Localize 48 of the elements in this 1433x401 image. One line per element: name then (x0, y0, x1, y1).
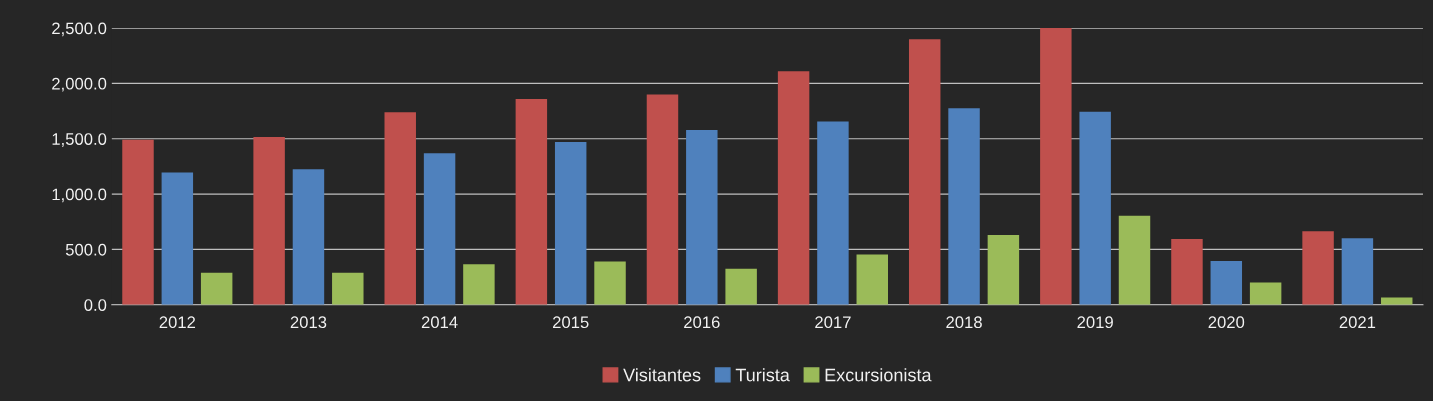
bar (200, 272, 233, 305)
bar (122, 139, 154, 305)
bar (463, 264, 495, 305)
x-tick-label: 2013 (290, 316, 327, 329)
bar (686, 129, 718, 305)
bar (554, 142, 587, 305)
y-tick-label: 500.0 (65, 243, 107, 256)
legend-label: Visitantes (623, 368, 701, 382)
bar (1040, 28, 1072, 305)
bar (948, 108, 980, 305)
bar (987, 235, 1020, 305)
bar (1249, 282, 1282, 305)
bar (292, 169, 325, 305)
bar (253, 137, 285, 305)
y-tick-label: 1,000.0 (52, 188, 107, 203)
x-tick-label: 2016 (684, 316, 720, 329)
bar (1302, 231, 1334, 305)
bar (161, 172, 194, 305)
bar (384, 112, 416, 305)
bar (856, 254, 888, 305)
y-tick-label: 1,500.0 (52, 133, 107, 147)
x-tick-label: 2012 (159, 316, 196, 329)
y-tick-label: 2,500.0 (52, 22, 107, 37)
bar (908, 39, 941, 305)
bar (1210, 261, 1243, 305)
legend-label: Turista (735, 368, 790, 382)
bar (777, 71, 810, 305)
y-tick-label: 2,000.0 (52, 77, 107, 92)
x-tick-label: 2019 (1077, 316, 1113, 329)
bar (725, 268, 757, 305)
legend-label: Excursionista (825, 368, 932, 382)
bar (817, 121, 849, 305)
x-tick-label: 2017 (815, 316, 851, 329)
y-tick-label: 0.0 (84, 299, 107, 311)
bar (1171, 238, 1203, 305)
bar (332, 272, 364, 305)
bar (1079, 111, 1111, 305)
bar (646, 94, 679, 305)
x-tick-label: 2021 (1339, 316, 1376, 329)
bar (423, 153, 456, 305)
bar (1118, 215, 1151, 305)
x-tick-label: 2020 (1208, 316, 1245, 329)
bar (515, 98, 548, 305)
bar (594, 261, 626, 305)
x-tick-label: 2015 (552, 316, 589, 329)
x-tick-label: 2014 (421, 316, 458, 329)
x-tick-label: 2018 (946, 316, 982, 329)
bar (1341, 238, 1374, 305)
